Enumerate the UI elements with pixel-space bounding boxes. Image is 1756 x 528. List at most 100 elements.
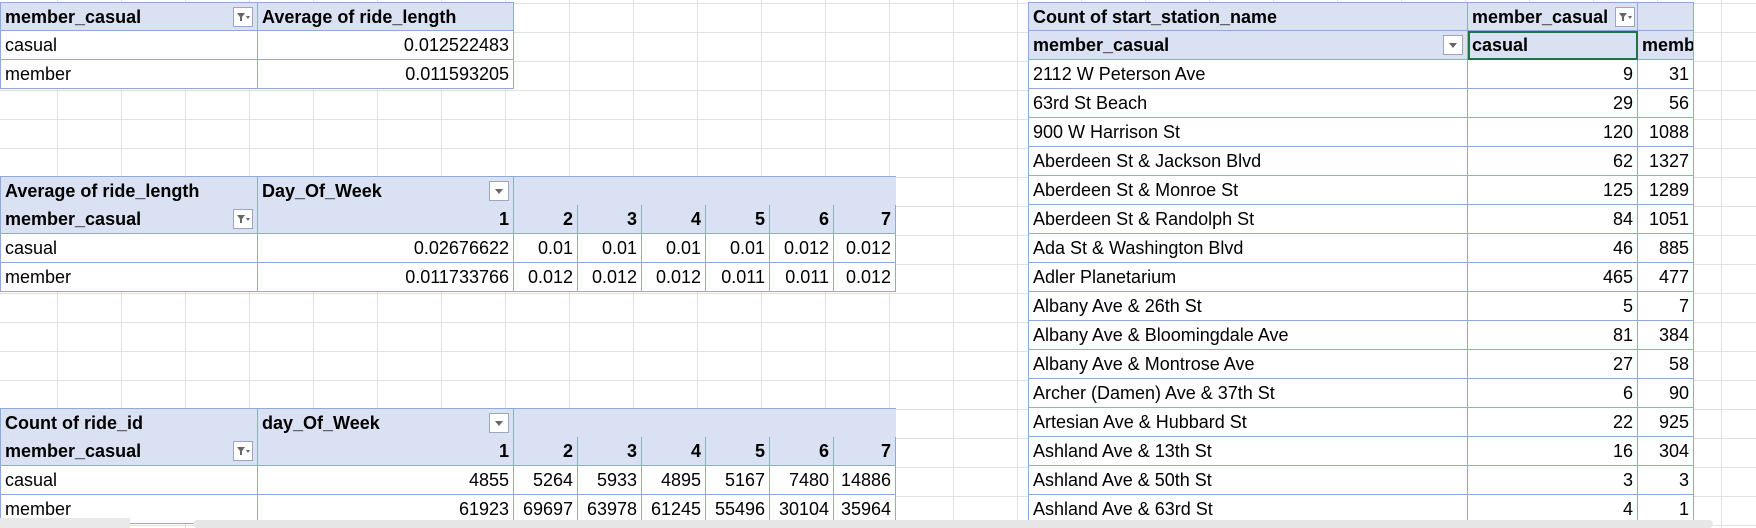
- casual-count-cell[interactable]: 5: [1468, 292, 1638, 321]
- value-cell[interactable]: 0.011733766: [258, 263, 514, 292]
- value-cell[interactable]: 0.012: [578, 263, 642, 292]
- row-label[interactable]: casual: [0, 31, 258, 60]
- day-header[interactable]: 5: [706, 205, 770, 234]
- casual-count-cell[interactable]: 46: [1468, 234, 1638, 263]
- member-count-cell[interactable]: 3: [1638, 466, 1694, 495]
- row-label[interactable]: casual: [0, 234, 258, 263]
- value-cell[interactable]: 0.012: [514, 263, 578, 292]
- filter-funnel-icon[interactable]: [1615, 7, 1635, 27]
- column-casual-header[interactable]: casual: [1468, 31, 1638, 60]
- station-name-cell[interactable]: 2112 W Peterson Ave: [1028, 60, 1468, 89]
- pivot-title[interactable]: Count of ride_id: [0, 408, 258, 437]
- column-member-header[interactable]: member: [1638, 31, 1694, 60]
- row-label-header[interactable]: member_casual: [1028, 31, 1468, 60]
- value-cell[interactable]: 0.011593205: [258, 60, 514, 89]
- casual-count-cell[interactable]: 81: [1468, 321, 1638, 350]
- casual-count-cell[interactable]: 6: [1468, 379, 1638, 408]
- dropdown-arrow-icon[interactable]: [1443, 35, 1463, 55]
- member-count-cell[interactable]: 1088: [1638, 118, 1694, 147]
- casual-count-cell[interactable]: 62: [1468, 147, 1638, 176]
- member-count-cell[interactable]: 58: [1638, 350, 1694, 379]
- member-count-cell[interactable]: 304: [1638, 437, 1694, 466]
- horizontal-scrollbar[interactable]: [193, 520, 1713, 528]
- value-cell[interactable]: 14886: [834, 466, 896, 495]
- day-header[interactable]: 2: [514, 437, 578, 466]
- station-name-cell[interactable]: Archer (Damen) Ave & 37th St: [1028, 379, 1468, 408]
- column-field-header[interactable]: day_Of_Week: [258, 408, 514, 437]
- casual-count-cell[interactable]: 9: [1468, 60, 1638, 89]
- dropdown-arrow-icon[interactable]: [489, 413, 509, 433]
- day-header[interactable]: 7: [834, 205, 896, 234]
- pivot-title[interactable]: Average of ride_length: [0, 176, 258, 205]
- member-count-cell[interactable]: 56: [1638, 89, 1694, 118]
- value-cell[interactable]: 61245: [642, 495, 706, 524]
- station-name-cell[interactable]: Albany Ave & Montrose Ave: [1028, 350, 1468, 379]
- value-cell[interactable]: 4855: [258, 466, 514, 495]
- value-cell[interactable]: 0.011: [706, 263, 770, 292]
- station-name-cell[interactable]: Artesian Ave & Hubbard St: [1028, 408, 1468, 437]
- row-label[interactable]: member: [0, 60, 258, 89]
- member-count-cell[interactable]: 1051: [1638, 205, 1694, 234]
- station-name-cell[interactable]: Adler Planetarium: [1028, 263, 1468, 292]
- station-name-cell[interactable]: Ashland Ave & 50th St: [1028, 466, 1468, 495]
- casual-count-cell[interactable]: 465: [1468, 263, 1638, 292]
- value-cell[interactable]: 0.012: [642, 263, 706, 292]
- station-name-cell[interactable]: Aberdeen St & Randolph St: [1028, 205, 1468, 234]
- station-name-cell[interactable]: 900 W Harrison St: [1028, 118, 1468, 147]
- member-count-cell[interactable]: 384: [1638, 321, 1694, 350]
- day-header[interactable]: 2: [514, 205, 578, 234]
- station-name-cell[interactable]: Aberdeen St & Jackson Blvd: [1028, 147, 1468, 176]
- day-header[interactable]: 3: [578, 205, 642, 234]
- station-name-cell[interactable]: Albany Ave & 26th St: [1028, 292, 1468, 321]
- day-header[interactable]: 4: [642, 205, 706, 234]
- casual-count-cell[interactable]: 22: [1468, 408, 1638, 437]
- member-count-cell[interactable]: 31: [1638, 60, 1694, 89]
- value-cell[interactable]: 5167: [706, 466, 770, 495]
- casual-count-cell[interactable]: 84: [1468, 205, 1638, 234]
- casual-count-cell[interactable]: 120: [1468, 118, 1638, 147]
- value-cell[interactable]: 4895: [642, 466, 706, 495]
- value-cell[interactable]: 0.01: [642, 234, 706, 263]
- day-header[interactable]: 6: [770, 437, 834, 466]
- casual-count-cell[interactable]: 16: [1468, 437, 1638, 466]
- station-name-cell[interactable]: Ada St & Washington Blvd: [1028, 234, 1468, 263]
- filter-funnel-icon[interactable]: [233, 7, 253, 27]
- column-field-header[interactable]: member_casual: [1468, 2, 1638, 31]
- day-header[interactable]: 3: [578, 437, 642, 466]
- value-cell[interactable]: 0.01: [578, 234, 642, 263]
- value-cell[interactable]: 0.01: [514, 234, 578, 263]
- dropdown-arrow-icon[interactable]: [489, 181, 509, 201]
- value-cell[interactable]: 0.012522483: [258, 31, 514, 60]
- filter-funnel-icon[interactable]: [233, 209, 253, 229]
- value-cell[interactable]: 63978: [578, 495, 642, 524]
- value-cell[interactable]: 7480: [770, 466, 834, 495]
- member-count-cell[interactable]: 885: [1638, 234, 1694, 263]
- casual-count-cell[interactable]: 29: [1468, 89, 1638, 118]
- value-cell[interactable]: 0.012: [770, 234, 834, 263]
- value-cell[interactable]: 5933: [578, 466, 642, 495]
- member-count-cell[interactable]: 477: [1638, 263, 1694, 292]
- station-name-cell[interactable]: Aberdeen St & Monroe St: [1028, 176, 1468, 205]
- column-field-header[interactable]: Day_Of_Week: [258, 176, 514, 205]
- station-name-cell[interactable]: Albany Ave & Bloomingdale Ave: [1028, 321, 1468, 350]
- casual-count-cell[interactable]: 27: [1468, 350, 1638, 379]
- station-name-cell[interactable]: Ashland Ave & 13th St: [1028, 437, 1468, 466]
- value-cell[interactable]: 0.012: [834, 263, 896, 292]
- day-header[interactable]: 1: [258, 205, 514, 234]
- pivot-title[interactable]: Count of start_station_name: [1028, 2, 1468, 31]
- value-cell[interactable]: 0.01: [706, 234, 770, 263]
- filter-funnel-icon[interactable]: [233, 441, 253, 461]
- casual-count-cell[interactable]: 3: [1468, 466, 1638, 495]
- row-label-header[interactable]: member_casual: [0, 205, 258, 234]
- value-cell[interactable]: 0.012: [834, 234, 896, 263]
- row-label-header[interactable]: member_casual: [0, 437, 258, 466]
- day-header[interactable]: 5: [706, 437, 770, 466]
- casual-count-cell[interactable]: 125: [1468, 176, 1638, 205]
- value-header[interactable]: Average of ride_length: [258, 2, 514, 31]
- row-label[interactable]: casual: [0, 466, 258, 495]
- day-header[interactable]: 1: [258, 437, 514, 466]
- station-name-cell[interactable]: 63rd St Beach: [1028, 89, 1468, 118]
- value-cell[interactable]: 30104: [770, 495, 834, 524]
- day-header[interactable]: 4: [642, 437, 706, 466]
